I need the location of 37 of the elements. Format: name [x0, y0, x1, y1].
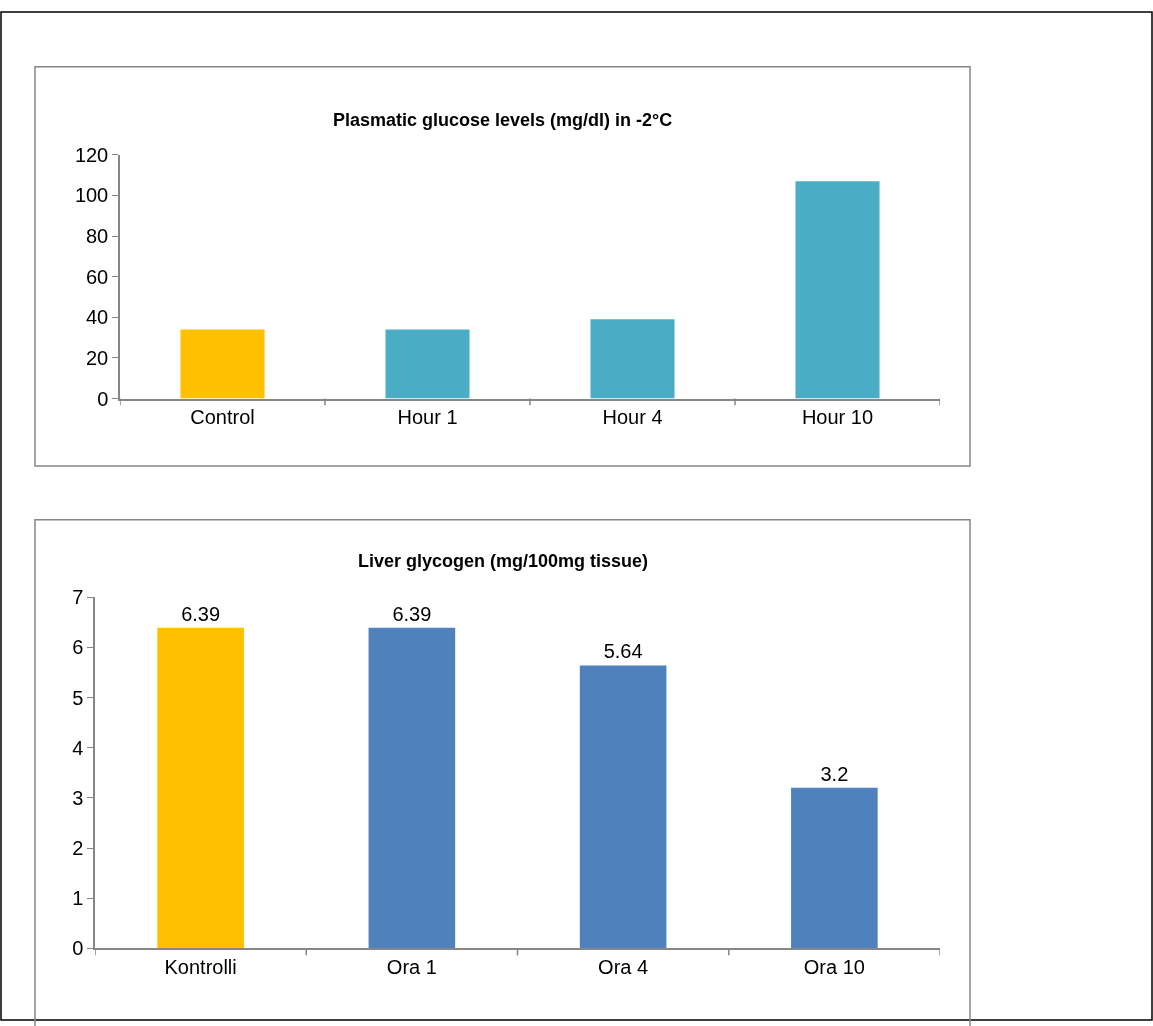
y-tick-label: 4 [72, 736, 84, 759]
y-tick-label: 6 [72, 636, 84, 659]
x-tick-label: Hour 1 [397, 406, 458, 429]
bar [795, 181, 880, 399]
x-tick-label: Ora 4 [598, 956, 649, 979]
bar [157, 627, 244, 949]
y-tick-label: 80 [86, 225, 109, 248]
y-tick-label: 40 [86, 306, 109, 329]
y-tick-label: 20 [86, 346, 109, 369]
data-label: 5.64 [603, 640, 643, 663]
chart-title: Liver glycogen (mg/100mg tissue) [358, 551, 649, 571]
bar [579, 665, 667, 949]
chart-title: Plasmatic glucose levels (mg/dl) in -2°C [333, 110, 673, 130]
y-tick-label: 0 [97, 387, 109, 410]
x-tick-label: Kontrolli [164, 956, 237, 979]
bar [385, 329, 470, 399]
y-tick-label: 1 [72, 887, 84, 910]
data-label: 3.2 [820, 762, 849, 785]
y-tick-label: 5 [72, 686, 84, 709]
x-tick-label: Ora 1 [386, 956, 437, 979]
y-tick-label: 120 [74, 143, 109, 166]
x-tick-label: Hour 4 [602, 406, 663, 429]
data-label: 6.39 [181, 602, 221, 625]
y-tick-label: 2 [72, 837, 84, 860]
bar [590, 319, 675, 399]
bar [368, 627, 456, 949]
data-label: 6.39 [392, 602, 432, 625]
x-tick-label: Hour 10 [801, 406, 874, 429]
y-tick-label: 3 [72, 786, 84, 809]
y-tick-label: 60 [86, 265, 109, 288]
x-tick-label: Ora 10 [803, 956, 865, 979]
y-tick-label: 0 [72, 937, 84, 960]
y-tick-label: 100 [74, 184, 109, 207]
bar [791, 787, 878, 949]
x-tick-label: Control [190, 406, 255, 429]
bar [180, 329, 265, 399]
y-tick-label: 7 [72, 586, 84, 609]
